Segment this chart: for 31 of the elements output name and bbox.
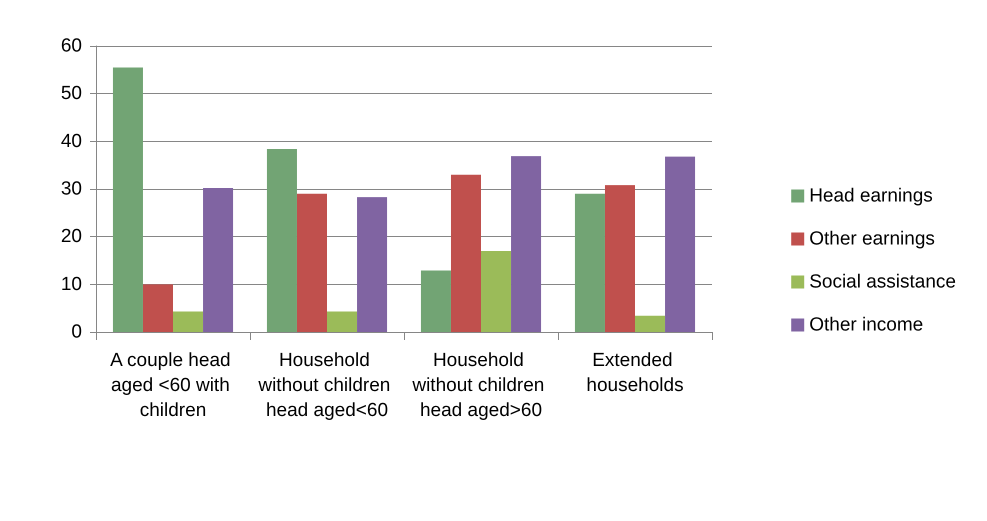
bar xyxy=(142,284,173,332)
bar xyxy=(266,148,297,332)
y-tick-label: 20 xyxy=(60,226,82,248)
y-tick-label: 50 xyxy=(60,83,82,104)
bar xyxy=(604,185,635,332)
bar xyxy=(173,312,204,332)
x-tick-label: Extended households xyxy=(586,350,684,396)
y-tick-label: 0 xyxy=(71,322,82,342)
bar xyxy=(296,194,327,332)
y-tick-label: 10 xyxy=(60,274,82,295)
bar xyxy=(635,316,666,332)
bar xyxy=(511,156,542,332)
x-tick-label: Household without children head aged>60 xyxy=(411,350,550,421)
x-tick-label: A couple head aged <60 with children xyxy=(110,350,236,421)
legend-label: Other earnings xyxy=(809,228,935,250)
legend-label: Social assistance xyxy=(809,272,956,292)
y-tick-label: 40 xyxy=(60,130,82,152)
bar xyxy=(112,67,143,332)
bar xyxy=(665,156,696,332)
legend-label: Head earnings xyxy=(809,186,933,206)
bar xyxy=(574,194,605,332)
x-tick-label: Household without children head aged<60 xyxy=(257,350,396,421)
legend-label: Other income xyxy=(809,314,924,336)
bar xyxy=(481,250,512,332)
bar xyxy=(327,312,358,332)
bar xyxy=(357,197,388,332)
y-tick-label: 30 xyxy=(60,178,82,200)
bar xyxy=(450,174,481,332)
bar xyxy=(420,270,451,332)
y-tick-label: 60 xyxy=(60,36,82,56)
bar xyxy=(203,188,234,332)
